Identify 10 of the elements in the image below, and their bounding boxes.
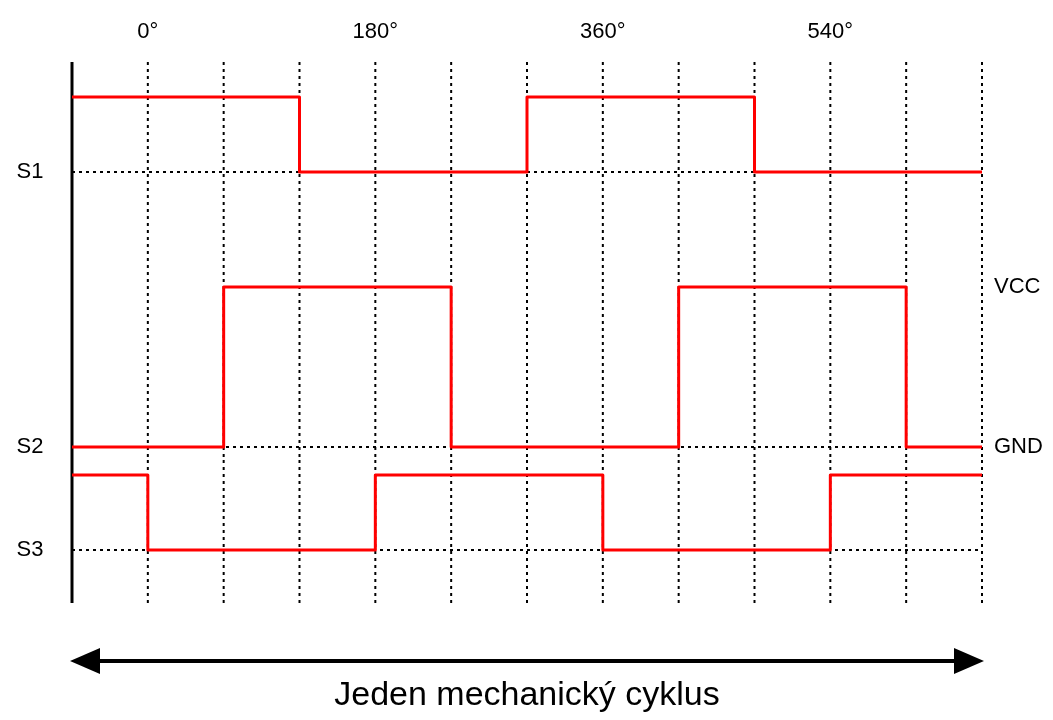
x-tick-label: 360° (580, 18, 626, 43)
text: VCC (994, 272, 1041, 298)
y-axis-title: S3 (16, 535, 44, 561)
x-tick-label: 180° (352, 18, 399, 43)
x-tick-label: 0° (137, 18, 159, 43)
y-axis-title: S2 (16, 432, 44, 458)
x-tick-label: 540° (807, 18, 854, 43)
text: GND (994, 432, 1043, 458)
text: Jeden mechanický cyklus (334, 674, 720, 712)
y-axis-title: S1 (16, 157, 44, 183)
